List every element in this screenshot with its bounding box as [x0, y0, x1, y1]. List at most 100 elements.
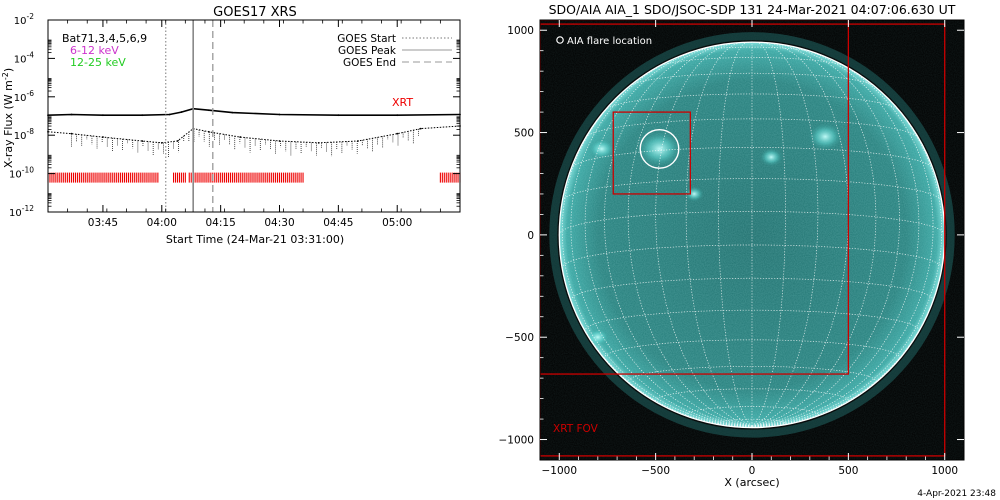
goes-y-tick-label: 10-12: [9, 204, 34, 219]
y-tick-base: 10: [14, 54, 27, 65]
latitude-line: [570, 277, 934, 301]
longitude-line: [751, 43, 877, 427]
xrt-coverage-marks: [47, 172, 461, 183]
active-region: [759, 147, 783, 167]
longitude-line: [718, 41, 753, 427]
goes-data-point: [102, 114, 104, 117]
goes-low-channel-line: [47, 107, 461, 116]
y-tick-exponent: -6: [27, 89, 35, 98]
aia-y-tick-label: −1000: [498, 435, 534, 447]
goes-plot-frame: [47, 19, 461, 213]
goes-y-tick-label: 10-6: [14, 89, 34, 104]
goes-data-point: [176, 140, 179, 142]
goes-legend: Bat71,3,4,5,6,9 6-12 keV 12-25 keV GOES …: [62, 32, 452, 69]
longitude-line: [604, 44, 753, 427]
goes-y-tick-label: 10-2: [14, 12, 34, 27]
latitude-line: [561, 244, 943, 269]
goes-y-tick-label: 10-10: [9, 166, 34, 181]
legend-channel-list: Bat71,3,4,5,6,9: [62, 32, 147, 45]
goes-chart-title: GOES17 XRS: [213, 5, 297, 20]
y-tick-exponent: -10: [22, 166, 34, 175]
goes-data-point: [231, 111, 234, 114]
goes-data-point: [207, 109, 210, 112]
aia-y-tick-label: −500: [505, 332, 534, 344]
goes-y-tick-label: 10-8: [14, 127, 34, 142]
longitude-line: [558, 234, 753, 427]
circle-outline-icon: [556, 36, 564, 44]
aia-x-tick-label: −500: [641, 465, 670, 477]
y-label-exponent: -2: [1, 72, 10, 80]
xrt-fov-box: [540, 20, 850, 375]
goes-series-group: [47, 107, 461, 157]
longitude-line: [751, 41, 786, 427]
goes-y-axis-label: X-ray Flux (W m-2): [1, 68, 15, 168]
goes-data-point: [180, 111, 183, 113]
aia-chart-title: SDO/AIA AIA_1 SDO/JSOC-SDP 131 24-Mar-20…: [549, 2, 956, 17]
y-tick-exponent: -4: [27, 50, 35, 59]
y-tick-exponent: -2: [27, 12, 35, 21]
goes-x-axis-label: Start Time (24-Mar-21 03:31:00): [166, 233, 344, 246]
legend-entry-label: GOES Start: [337, 33, 396, 45]
latitude-line: [604, 339, 900, 359]
latitude-line: [562, 178, 942, 201]
legend-entry-label: GOES Peak: [338, 45, 397, 57]
y-tick-base: 10: [14, 93, 27, 104]
longitude-line: [570, 53, 753, 427]
active-region: [807, 122, 843, 151]
aia-y-tick-label: 500: [514, 128, 534, 140]
xrt-fov-box: [540, 23, 946, 457]
active-region: [636, 130, 683, 168]
aia-y-tick-label: 1000: [507, 25, 534, 37]
goes-data-point: [419, 127, 422, 130]
latitude-line: [658, 57, 846, 67]
goes-data-point: [317, 141, 320, 144]
goes-data-point: [160, 141, 163, 144]
latitude-line: [604, 93, 900, 111]
goes-x-tick-label: 04:15: [206, 217, 236, 229]
active-region: [684, 186, 704, 202]
longitude-line: [751, 234, 946, 427]
latitude-line: [585, 118, 919, 138]
aia-x-tick-label: 1000: [931, 465, 958, 477]
goes-x-tick-label: 04:00: [147, 217, 177, 229]
aia-legend-label: AIA flare location: [567, 36, 652, 47]
aia-x-tick-label: −1000: [542, 465, 578, 477]
goes-data-point: [141, 114, 144, 117]
y-tick-base: 10: [9, 170, 22, 181]
legend-entry-label: GOES End: [343, 57, 396, 69]
y-label-tail: ): [2, 68, 15, 72]
active-region: [588, 138, 616, 160]
aia-x-tick-label: 500: [838, 465, 858, 477]
goes-x-tick-label: 04:30: [264, 217, 294, 229]
latitude-line: [558, 211, 946, 235]
longitude-line: [751, 42, 819, 427]
goes-x-tick-label: 03:45: [88, 217, 118, 229]
goes-x-tick-label: 04:45: [323, 217, 353, 229]
longitude-line: [751, 77, 943, 427]
aia-axes: −1000 −500 0 500 1000 −1000 −500 0 500 1000: [498, 19, 965, 477]
flare-region-box: [612, 111, 691, 195]
goes-data-point: [396, 114, 399, 117]
legend-low-energy: 6-12 keV: [70, 44, 119, 57]
goes-data-point: [278, 140, 281, 142]
y-tick-base: 10: [14, 131, 27, 142]
y-label-main: X-ray Flux (W m: [2, 80, 15, 168]
longitude-line: [751, 53, 934, 427]
aia-legend: AIA flare location: [556, 36, 652, 47]
legend-high-energy: 12-25 keV: [70, 56, 126, 69]
y-tick-exponent: -8: [27, 127, 35, 136]
goes-x-tick-label: 05:00: [382, 217, 412, 229]
goes-data-point: [70, 113, 73, 116]
y-tick-base: 10: [9, 208, 22, 219]
y-tick-exponent: -12: [22, 204, 34, 213]
longitude-line: [751, 44, 900, 427]
goes-data-point: [168, 113, 171, 116]
xrt-annotation: XRT: [392, 96, 413, 109]
aia-solar-image: [540, 20, 964, 460]
xrt-fov-label: XRT FOV: [553, 423, 599, 435]
longitude-line: [561, 77, 753, 427]
goes-y-tick-label: 10-4: [14, 50, 34, 65]
longitude-line: [685, 42, 753, 427]
